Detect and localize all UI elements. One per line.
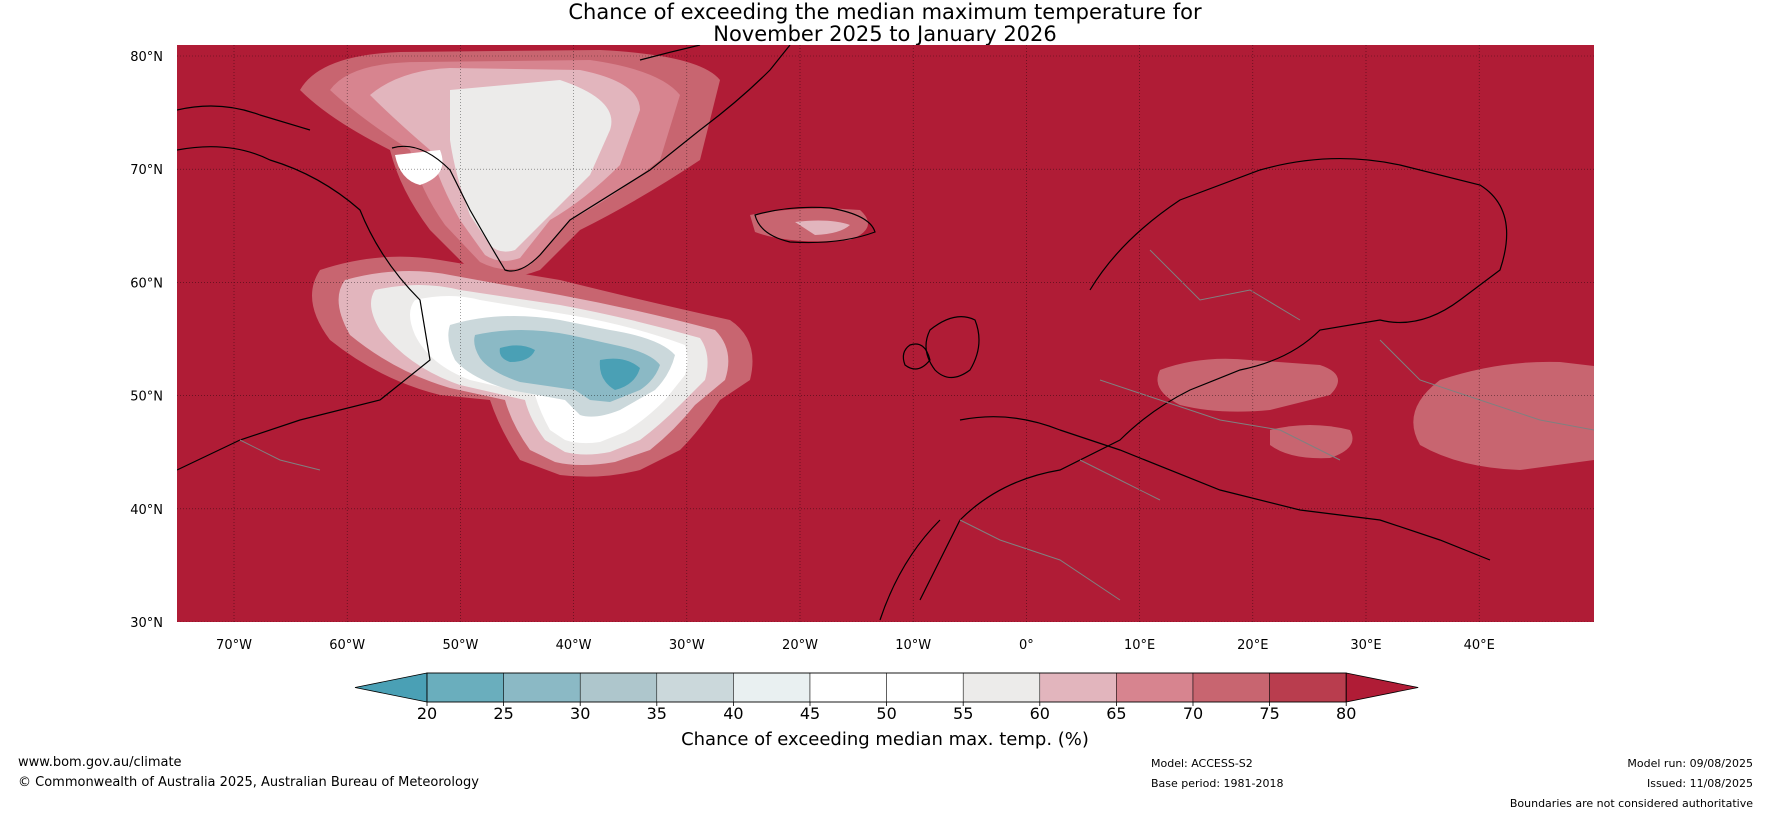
colorbar-label: Chance of exceeding median max. temp. (%… [681, 729, 1089, 750]
country-borders [239, 249, 1594, 601]
colorbar-segment [503, 672, 581, 703]
colorbar-tick-label: 50 [876, 704, 896, 723]
footer-base-period: Base period: 1981-2018 [1151, 777, 1284, 790]
longitude-tick-label: 40°E [1464, 638, 1495, 653]
latitude-tick-label: 30°N [130, 616, 163, 631]
footer-copyright: © Commonwealth of Australia 2025, Austra… [18, 775, 479, 790]
colorbar-tick-label: 55 [953, 704, 973, 723]
longitude-tick-label: 30°E [1350, 638, 1381, 653]
colorbar-tick-label: 75 [1259, 704, 1279, 723]
map-area [177, 45, 1594, 622]
colorbar-tick-label: 35 [647, 704, 667, 723]
colorbar-tick-label: 40 [723, 704, 743, 723]
colorbar-segment [1269, 672, 1347, 703]
colorbar-segment [579, 672, 658, 703]
colorbar-segment [1116, 672, 1194, 703]
greenland-anomaly [300, 50, 720, 278]
footer-model-run: Model run: 09/08/2025 [1627, 757, 1753, 770]
colorbar-extend-low [354, 672, 428, 703]
longitude-tick-labels: 70°W 60°W 50°W 40°W 30°W 20°W 10°W 0° 10°E 20°E 30… [216, 638, 1495, 653]
colorbar-tick-label: 25 [493, 704, 513, 723]
colorbar-extend-high [1345, 672, 1419, 703]
longitude-tick-label: 70°W [216, 638, 252, 653]
footer-issued: Issued: 11/08/2025 [1646, 777, 1753, 790]
longitude-tick-label: 20°E [1237, 638, 1268, 653]
colorbar-segment [426, 672, 504, 703]
longitude-tick-label: 40°W [556, 638, 592, 653]
colorbar-tick-label: 20 [417, 704, 437, 723]
longitude-tick-label: 10°W [895, 638, 931, 653]
colorbar-segments [354, 672, 1419, 703]
longitude-tick-label: 20°W [782, 638, 818, 653]
footer-disclaimer: Boundaries are not considered authoritat… [1509, 797, 1753, 810]
colorbar-tick-label: 70 [1183, 704, 1203, 723]
latitude-tick-label: 80°N [130, 50, 163, 65]
colorbar-tick-label: 80 [1336, 704, 1356, 723]
chart-title-line-2: November 2025 to January 2026 [713, 22, 1057, 46]
colorbar-segment [1192, 672, 1270, 703]
colorbar-tick-label: 65 [1106, 704, 1126, 723]
longitude-tick-label: 30°W [669, 638, 705, 653]
latitude-tick-label: 70°N [130, 163, 163, 178]
colorbar-segment [733, 672, 811, 703]
footer-model: Model: ACCESS-S2 [1151, 757, 1253, 770]
eurasia-anomaly [750, 208, 1594, 470]
colorbar-segment [886, 672, 964, 703]
longitude-tick-label: 10°E [1124, 638, 1155, 653]
latitude-tick-label: 60°N [130, 276, 163, 291]
longitude-tick-label: 0° [1019, 638, 1034, 653]
colorbar-tick-label: 45 [800, 704, 820, 723]
colorbar-segment [1039, 672, 1117, 703]
gridlines [177, 45, 1594, 622]
colorbar-tick-label: 30 [570, 704, 590, 723]
longitude-tick-label: 60°W [329, 638, 365, 653]
latitude-tick-label: 40°N [130, 503, 163, 518]
colorbar-tick-label: 60 [1030, 704, 1050, 723]
colorbar-tick-labels: 20 25 30 35 40 45 50 55 60 65 70 75 80 [417, 702, 1356, 723]
colorbar-segment [962, 672, 1041, 703]
colorbar-segment [656, 672, 734, 703]
longitude-tick-label: 50°W [442, 638, 478, 653]
latitude-tick-labels: 80°N 70°N 60°N 50°N 40°N 30°N [130, 50, 163, 631]
footer-website: www.bom.gov.au/climate [18, 755, 182, 770]
chart-title-line-1: Chance of exceeding the median maximum t… [568, 0, 1202, 24]
latitude-tick-label: 50°N [130, 390, 163, 405]
colorbar-segment [809, 672, 887, 703]
